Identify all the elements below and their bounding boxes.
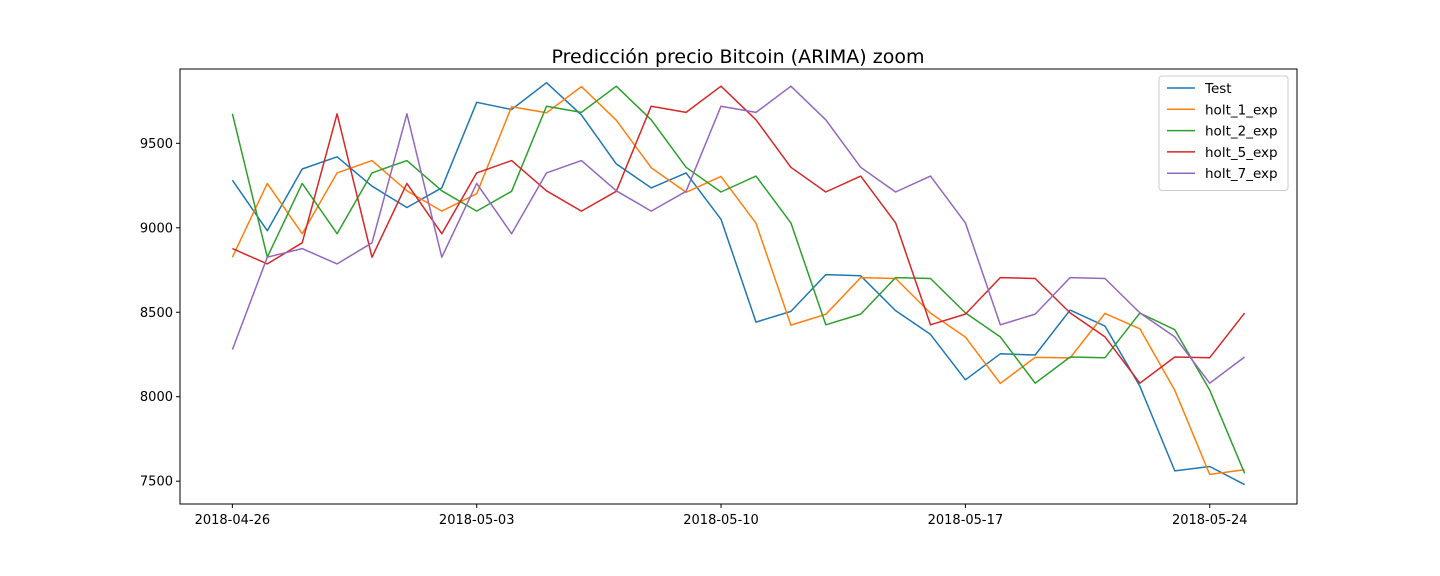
- series-line-Test: [231, 81, 1245, 486]
- legend-label: holt_7_exp: [1205, 166, 1278, 182]
- y-tick-label: 9500: [140, 137, 173, 152]
- x-tick-label: 2018-04-26: [195, 513, 271, 528]
- y-tick-label: 9000: [140, 221, 173, 236]
- legend-box: [1158, 75, 1289, 191]
- x-tick-label: 2018-05-10: [683, 513, 759, 528]
- axes-layer: 2018-04-26 2018-05-03 2018-05-10 2018-05-17…: [140, 137, 1248, 528]
- legend-label: holt_5_exp: [1205, 145, 1278, 161]
- x-tick-label: 2018-05-24: [1172, 513, 1248, 528]
- chart-title: Predicción precio Bitcoin (ARIMA) zoom: [552, 46, 925, 68]
- series-line-holt_2_exp: [231, 85, 1246, 474]
- y-tick-label: 7500: [140, 475, 173, 490]
- y-tick-label: 8000: [140, 390, 173, 405]
- x-tick-label: 2018-05-03: [439, 513, 515, 528]
- legend-label: holt_1_exp: [1205, 102, 1278, 118]
- series-line-holt_5_exp: [232, 85, 1246, 384]
- x-tick-label: 2018-05-17: [928, 513, 1004, 528]
- series-layer: [231, 81, 1246, 486]
- series-line-holt_7_exp: [231, 85, 1246, 384]
- series-line-holt_1_exp: [231, 85, 1245, 476]
- legend: Test holt_1_exp holt_2_exp holt_5_exp holt_7…: [1158, 75, 1289, 191]
- plot-frame: [179, 68, 1298, 505]
- y-tick-label: 8500: [140, 306, 173, 321]
- legend-label: Test: [1204, 81, 1232, 97]
- legend-label: holt_2_exp: [1205, 124, 1278, 140]
